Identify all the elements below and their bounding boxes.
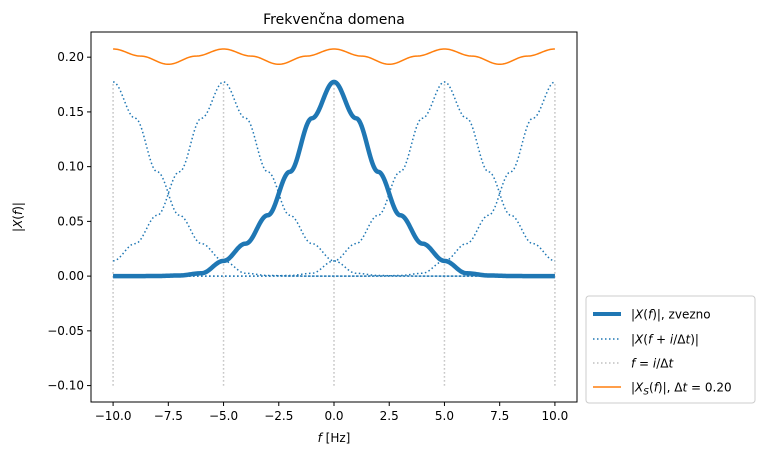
legend-label-sampled: |XS(f)|, Δt = 0.20 [631,381,732,398]
y-tick-label-3: 0.05 [57,214,84,228]
shifted-spectrum-2 [113,81,555,277]
legend: |X(f)|, zvezno |X(f + i/Δt)| f = i/Δt |X… [585,295,756,404]
x-tick-label-6: 5.0 [435,409,454,423]
x-tick-label-3: −2.5 [264,409,293,423]
y-tick-label-5: 0.15 [57,105,84,119]
y-tick-label-0: −0.10 [47,379,84,393]
x-tick-label-4: 0.0 [324,409,343,423]
x-tick-label-7: 7.5 [490,409,509,423]
x-axis: −10.0 −7.5 −5.0 −2.5 0.0 2.5 5.0 7.5 10.0 [95,402,569,423]
legend-box [585,295,756,404]
y-tick-label-4: 0.10 [57,160,84,174]
shifted-spectrum-1 [113,81,555,277]
y-tick-label-6: 0.20 [57,50,84,64]
shifted-spectrum-0 [113,81,556,277]
x-axis-label: f [Hz] [318,431,351,445]
x-tick-label-5: 2.5 [380,409,399,423]
y-tick-label-1: −0.05 [47,324,84,338]
legend-label-shifted: |X(f + i/Δt)| [631,333,699,347]
plot-area [112,48,556,386]
x-tick-label-8: 10.0 [542,409,569,423]
chart-title: Frekvenčna domena [263,12,405,28]
legend-label-sampling: f = i/Δt [631,357,675,371]
legend-label-continuous: |X(f)|, zvezno [631,308,711,322]
y-axis-label: |X(f)| [11,202,25,232]
y-tick-label-2: 0.00 [57,269,84,283]
sampled-spectrum-line [113,48,555,66]
x-tick-label-0: −10.0 [95,409,132,423]
x-tick-label-2: −5.0 [209,409,238,423]
x-tick-label-1: −7.5 [154,409,183,423]
continuous-spectrum-line [113,79,555,279]
y-axis: −0.10 −0.05 0.00 0.05 0.10 0.15 0.20 [47,50,91,393]
